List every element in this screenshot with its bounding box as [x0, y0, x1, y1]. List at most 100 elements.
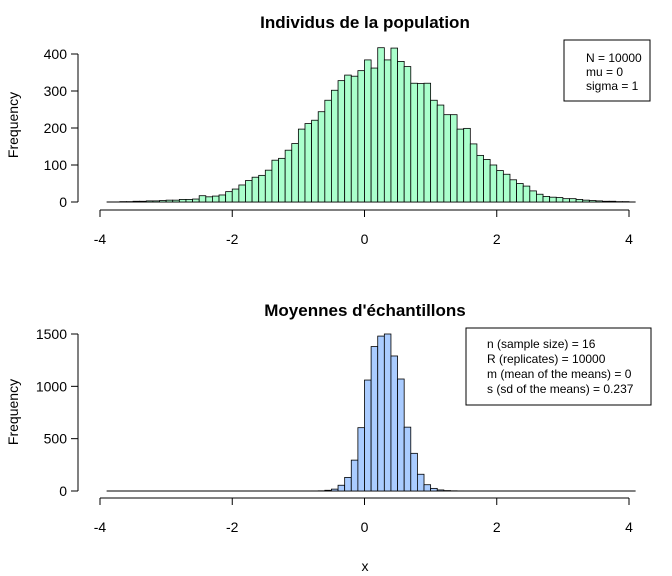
- histogram-bar: [430, 487, 438, 492]
- legend-entry: mu = 0: [586, 65, 623, 79]
- histogram-bar: [231, 188, 240, 203]
- y-tick-label: 0: [59, 483, 67, 499]
- histogram-bar: [483, 159, 491, 203]
- histogram-bar: [331, 488, 339, 492]
- histogram-bar: [145, 200, 154, 203]
- histogram-bar: [416, 473, 425, 492]
- histogram-bar: [555, 197, 564, 203]
- histogram-bar: [436, 104, 445, 203]
- y-tick-label: 0: [59, 194, 67, 210]
- histogram-bar: [456, 128, 465, 203]
- legend-box: [465, 327, 652, 406]
- histogram-bar: [225, 191, 233, 203]
- histogram-bar: [450, 114, 458, 203]
- histogram-bar: [423, 484, 432, 492]
- histogram-bar: [159, 200, 167, 203]
- histogram-bar: [364, 59, 372, 203]
- y-axis: 0 100 200 300 400: [44, 46, 79, 210]
- y-axis-label: Frequency: [5, 92, 21, 158]
- legend-entry: R (replicates) = 10000: [487, 352, 606, 366]
- histogram-bar: [324, 99, 332, 203]
- y-tick-label: 100: [44, 157, 68, 173]
- histogram-bar: [410, 82, 418, 203]
- histogram-bar: [178, 199, 187, 203]
- x-axis-label: x: [362, 558, 369, 574]
- histogram-bar: [602, 200, 610, 203]
- y-tick-label: 1500: [36, 326, 67, 342]
- histogram-bar: [403, 426, 412, 492]
- histogram-bar: [245, 180, 253, 203]
- histogram-bar: [205, 196, 213, 203]
- histogram-bar: [152, 200, 160, 203]
- histogram-bar: [357, 427, 365, 492]
- x-tick-label: -4: [94, 519, 107, 535]
- x-tick-label: 0: [361, 519, 369, 535]
- x-tick-label: 4: [625, 519, 633, 535]
- histogram-bars: [106, 333, 636, 492]
- y-tick-label: 500: [44, 431, 68, 447]
- histogram-bar: [344, 476, 352, 492]
- histogram-bar: [337, 484, 346, 492]
- x-tick-label: 2: [493, 519, 501, 535]
- y-axis-label: Frequency: [5, 379, 21, 445]
- y-axis: 0 500 1000 1500: [36, 326, 79, 499]
- histogram-bar: [476, 154, 484, 203]
- histogram-bar: [238, 184, 246, 203]
- histogram-bar: [258, 174, 266, 203]
- x-tick-label: 0: [361, 231, 369, 247]
- y-tick-label: 1000: [36, 378, 67, 394]
- histogram-bars: [106, 47, 636, 203]
- histogram-bar: [383, 59, 392, 203]
- histogram-bar: [430, 99, 438, 203]
- histogram-bar: [489, 164, 498, 203]
- histogram-bar: [509, 179, 517, 203]
- histogram-bar: [397, 61, 405, 203]
- histogram-bar: [370, 67, 379, 203]
- histogram-bar: [522, 185, 531, 203]
- y-tick-label: 400: [44, 46, 68, 62]
- histogram-bar: [377, 335, 385, 492]
- panel-sample-means: Moyennes d'échantillons Frequency -4 -2 0 2…: [5, 301, 652, 535]
- histogram-bar: [271, 159, 279, 203]
- histogram-bar: [516, 183, 524, 203]
- histogram-bar: [264, 169, 273, 203]
- panel-population: Individus de la population Frequency -4-…: [5, 13, 651, 247]
- histogram-bar: [569, 198, 577, 203]
- histogram-bar: [390, 355, 398, 492]
- histogram-bar: [588, 200, 597, 203]
- histogram-bar: [469, 143, 478, 203]
- histogram-bar: [403, 66, 412, 203]
- x-axis: -4 -2 0 2 4: [94, 497, 633, 535]
- histogram-bar: [463, 127, 471, 203]
- y-tick-label: 200: [44, 120, 68, 136]
- histogram-bar: [344, 74, 352, 203]
- histogram-bar: [397, 378, 405, 492]
- histogram-bar: [502, 173, 511, 203]
- histogram-bar: [165, 199, 174, 203]
- x-tick-label: 4: [625, 231, 633, 247]
- histogram-bar: [542, 196, 551, 203]
- legend: n (sample size) = 16 R (replicates) = 10…: [465, 327, 652, 406]
- histogram-bar: [529, 190, 537, 203]
- legend-entry: sigma = 1: [586, 79, 639, 93]
- histogram-bar: [192, 198, 200, 203]
- x-tick-label: -2: [226, 519, 239, 535]
- histogram-bar: [317, 111, 326, 203]
- histogram-bar: [251, 176, 260, 203]
- histogram-bar: [291, 143, 299, 203]
- histogram-bar: [582, 199, 590, 203]
- histogram-bar: [595, 200, 603, 203]
- histogram-bar: [536, 193, 544, 203]
- x-tick-label: 2: [493, 231, 501, 247]
- histogram-bar: [212, 195, 220, 203]
- histogram-bar: [436, 489, 445, 492]
- chart-title: Moyennes d'échantillons: [264, 301, 465, 320]
- histogram-bar: [132, 200, 141, 203]
- histogram-bar: [575, 199, 584, 203]
- legend-entry: n (sample size) = 16: [487, 337, 596, 351]
- histogram-bar: [218, 194, 227, 203]
- histogram-bar: [357, 70, 365, 203]
- histogram-bar: [278, 157, 286, 203]
- legend-box: [563, 39, 651, 102]
- histogram-bar: [311, 119, 319, 203]
